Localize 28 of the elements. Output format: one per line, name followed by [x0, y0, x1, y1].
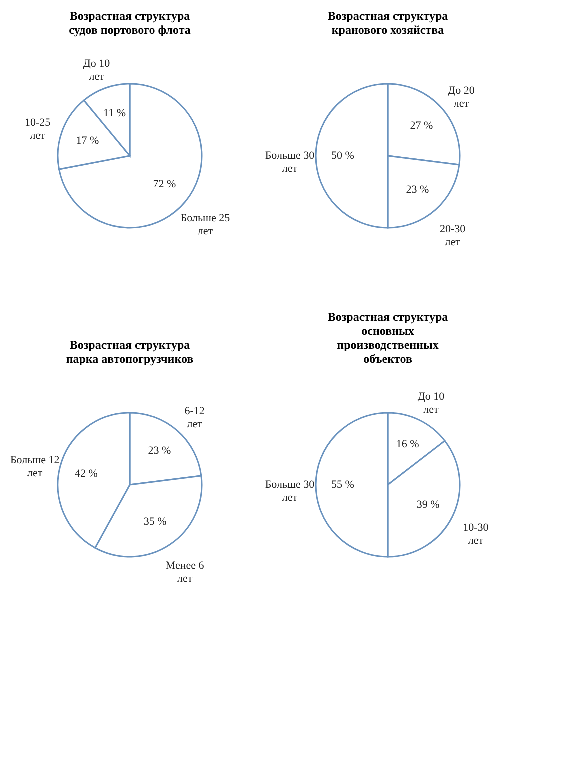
slice-label: 20-30 лет — [440, 224, 466, 249]
slice-label: Менее 6 лет — [166, 560, 205, 586]
slice-label: Больше 30 лет — [265, 150, 316, 175]
slice-label: 6-12 лет — [184, 405, 205, 430]
slice-label: До 20 лет — [448, 85, 476, 110]
data-label: 55 % — [332, 479, 354, 491]
chart-title: Возрастная структура кранового хозяйства — [328, 9, 448, 37]
chart-title: Возрастная структура судов портового флота — [69, 9, 191, 37]
slice-label: Больше 12 лет — [10, 454, 60, 480]
slice-label: До 10 лет — [418, 391, 446, 416]
data-label: 16 % — [396, 438, 420, 451]
data-label: 17 % — [76, 134, 100, 147]
data-label: 23 % — [148, 445, 172, 458]
data-label: 72 % — [153, 178, 176, 191]
slice-label: 10-25 лет — [24, 116, 52, 142]
data-label: 27 % — [410, 120, 434, 132]
data-label: 11 % — [104, 108, 126, 120]
chart-title: Возрастная структура основных производственных объектов — [328, 310, 448, 366]
slice-label: 10-30 лет — [463, 522, 490, 548]
chart-title: Возрастная структура парка автопогрузчиков — [66, 338, 194, 366]
slice-label: Больше 30 лет — [265, 479, 316, 504]
data-label: 35 % — [144, 516, 167, 528]
data-label: 42 % — [74, 468, 98, 480]
slice-label: До 10 лет — [83, 58, 111, 83]
slice-label: Больше 25 лет — [180, 212, 231, 238]
data-label: 39 % — [416, 498, 440, 511]
data-label: 50 % — [332, 150, 354, 162]
data-label: 23 % — [406, 184, 430, 196]
